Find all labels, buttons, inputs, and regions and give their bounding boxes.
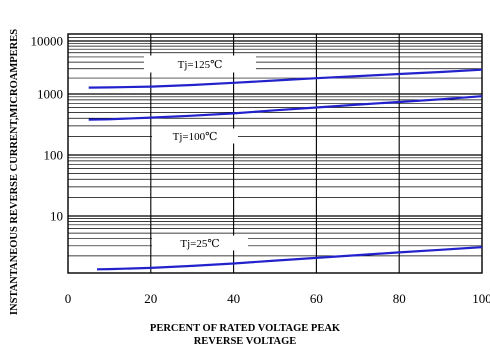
y-tick-label: 100 — [44, 148, 64, 163]
y-tick-labels: 10 100 1000 10000 — [31, 34, 64, 224]
x-tick-label: 0 — [65, 291, 72, 306]
series-label: Tj=100℃ — [173, 131, 218, 143]
series-line — [96, 246, 483, 271]
series-line — [88, 95, 483, 121]
y-tick-label: 1000 — [37, 87, 63, 102]
x-tick-labels: 0 20 40 60 80 100 — [65, 291, 490, 306]
series-label-box — [144, 55, 256, 73]
series-line — [88, 68, 483, 89]
x-axis-title-line2: REVERSE VOLTAGE — [194, 336, 297, 347]
plot-grid — [68, 34, 482, 273]
series-label: Tj=125℃ — [178, 59, 223, 71]
y-tick-label: 10 — [50, 209, 63, 224]
x-tick-label: 20 — [144, 291, 157, 306]
series-label: Tj=25℃ — [180, 238, 219, 250]
series-label-box — [152, 235, 248, 251]
series-lines — [88, 68, 483, 271]
x-axis-title-line1: PERCENT OF RATED VOLTAGE PEAK — [150, 323, 341, 334]
series-label-box — [152, 128, 238, 144]
x-tick-label: 80 — [393, 291, 406, 306]
x-tick-label: 60 — [310, 291, 323, 306]
x-tick-label: 40 — [227, 291, 240, 306]
plot-frame — [67, 33, 483, 274]
series-label-boxes: Tj=125℃ Tj=100℃ Tj=25℃ — [144, 55, 256, 251]
x-tick-label: 100 — [472, 291, 490, 306]
y-tick-label: 10000 — [31, 34, 64, 49]
y-axis-title: INSTANTANEOUS REVERSE CURRENT,MICROAMPER… — [9, 29, 20, 315]
